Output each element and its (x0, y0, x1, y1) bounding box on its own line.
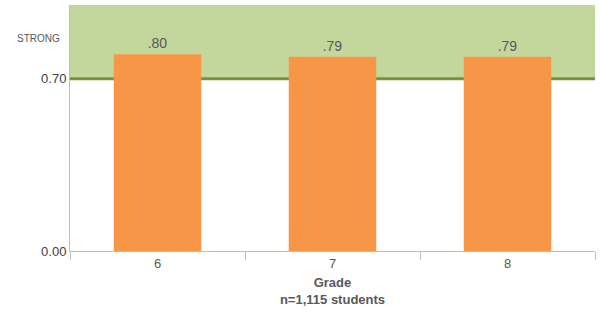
svg-text:0.00: 0.00 (41, 244, 66, 259)
svg-text:8: 8 (504, 256, 511, 271)
svg-text:7: 7 (329, 256, 336, 271)
svg-text:6: 6 (154, 256, 161, 271)
svg-text:STRONG: STRONG (17, 33, 60, 44)
svg-text:Graden=1,115 students: Graden=1,115 students (280, 275, 385, 307)
svg-text:.80: .80 (148, 35, 168, 51)
svg-text:0.70: 0.70 (41, 71, 66, 86)
svg-text:.79: .79 (498, 38, 518, 54)
svg-text:.79: .79 (323, 38, 343, 54)
